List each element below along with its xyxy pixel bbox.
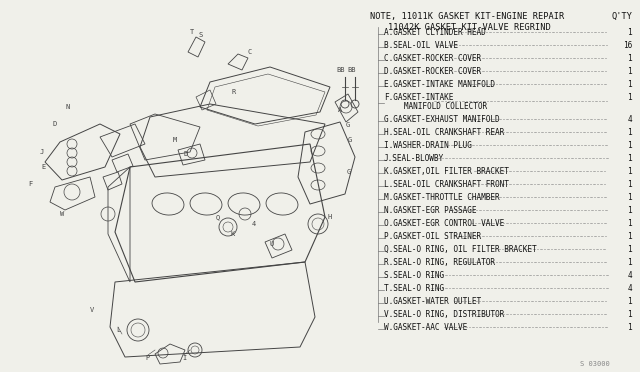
Text: NOTE, 11011K GASKET KIT-ENGINE REPAIR: NOTE, 11011K GASKET KIT-ENGINE REPAIR xyxy=(370,12,564,21)
Text: W: W xyxy=(60,211,64,217)
Text: G.GASKET-EXHAUST MANIFOLD: G.GASKET-EXHAUST MANIFOLD xyxy=(384,115,500,124)
Text: A: A xyxy=(338,107,342,113)
Text: 16: 16 xyxy=(623,41,632,50)
Text: 1: 1 xyxy=(627,141,632,150)
Text: P: P xyxy=(146,355,150,361)
Text: P.GASKET-OIL STRAINER: P.GASKET-OIL STRAINER xyxy=(384,232,481,241)
Text: I: I xyxy=(182,355,186,361)
Text: W.GASKET-AAC VALVE: W.GASKET-AAC VALVE xyxy=(384,323,467,332)
Text: M.GASKET-THROTTLE CHAMBER: M.GASKET-THROTTLE CHAMBER xyxy=(384,193,500,202)
Text: 1: 1 xyxy=(627,93,632,102)
Text: 1: 1 xyxy=(627,219,632,228)
Text: BB: BB xyxy=(337,67,345,73)
Text: M: M xyxy=(173,137,177,143)
Text: C.GASKET-ROCKER COVER: C.GASKET-ROCKER COVER xyxy=(384,54,481,63)
Text: E: E xyxy=(42,164,46,170)
Text: 1: 1 xyxy=(627,167,632,176)
Text: L: L xyxy=(116,327,120,333)
Text: V: V xyxy=(90,307,94,313)
Text: G: G xyxy=(347,169,351,175)
Text: R: R xyxy=(232,89,236,95)
Text: 4: 4 xyxy=(627,271,632,280)
Text: 1: 1 xyxy=(627,193,632,202)
Text: 4: 4 xyxy=(627,115,632,124)
Text: 1: 1 xyxy=(627,67,632,76)
Text: T: T xyxy=(190,29,194,35)
Text: K.GASKET,OIL FILTER BRACKET: K.GASKET,OIL FILTER BRACKET xyxy=(384,167,509,176)
Text: 1: 1 xyxy=(627,323,632,332)
Text: O.GASKET-EGR CONTROL VALVE: O.GASKET-EGR CONTROL VALVE xyxy=(384,219,504,228)
Text: A.GASKET CLYINDER HEAD: A.GASKET CLYINDER HEAD xyxy=(384,28,486,37)
Text: U.GASKET-WATER OUTLET: U.GASKET-WATER OUTLET xyxy=(384,297,481,306)
Text: 4: 4 xyxy=(627,284,632,293)
Text: B.SEAL-OIL VALVE: B.SEAL-OIL VALVE xyxy=(384,41,458,50)
Text: 4: 4 xyxy=(252,221,256,227)
Text: S 03000: S 03000 xyxy=(580,361,610,367)
Text: 11042K GASKET KIT-VALVE REGRIND: 11042K GASKET KIT-VALVE REGRIND xyxy=(388,23,551,32)
Text: Q.SEAL-O RING, OIL FILTER BRACKET: Q.SEAL-O RING, OIL FILTER BRACKET xyxy=(384,245,536,254)
Text: G: G xyxy=(348,137,352,143)
Text: N: N xyxy=(66,104,70,110)
Text: D: D xyxy=(184,151,188,157)
Text: R.SEAL-O RING, REGULATOR: R.SEAL-O RING, REGULATOR xyxy=(384,258,495,267)
Text: I.WASHER-DRAIN PLUG: I.WASHER-DRAIN PLUG xyxy=(384,141,472,150)
Text: H.SEAL-OIL CRANKSHAFT REAR: H.SEAL-OIL CRANKSHAFT REAR xyxy=(384,128,504,137)
Text: 1: 1 xyxy=(627,28,632,37)
Text: 1: 1 xyxy=(627,54,632,63)
Text: 1: 1 xyxy=(627,206,632,215)
Text: N.GASKET-EGR PASSAGE: N.GASKET-EGR PASSAGE xyxy=(384,206,477,215)
Text: H: H xyxy=(328,214,332,220)
Text: 1: 1 xyxy=(627,245,632,254)
Text: F: F xyxy=(28,181,32,187)
Text: 1: 1 xyxy=(627,154,632,163)
Text: S.SEAL-O RING: S.SEAL-O RING xyxy=(384,271,444,280)
Text: K: K xyxy=(231,231,235,237)
Text: C: C xyxy=(248,49,252,55)
Text: F.GASKET-INTAKE: F.GASKET-INTAKE xyxy=(384,93,453,102)
Text: MANIFOLD COLLECTOR: MANIFOLD COLLECTOR xyxy=(390,102,487,111)
Text: D: D xyxy=(53,121,57,127)
Text: L.SEAL-OIL CRANKSHAFT FRONT: L.SEAL-OIL CRANKSHAFT FRONT xyxy=(384,180,509,189)
Text: 1: 1 xyxy=(627,297,632,306)
Text: S: S xyxy=(199,32,203,38)
Text: T.SEAL-O RING: T.SEAL-O RING xyxy=(384,284,444,293)
Text: 1: 1 xyxy=(627,310,632,319)
Text: J: J xyxy=(40,149,44,155)
Text: 1: 1 xyxy=(627,180,632,189)
Text: D.GASKET-ROCKER COVER: D.GASKET-ROCKER COVER xyxy=(384,67,481,76)
Text: BB: BB xyxy=(348,67,356,73)
Text: V.SEAL-O RING, DISTRIBUTOR: V.SEAL-O RING, DISTRIBUTOR xyxy=(384,310,504,319)
Text: Q: Q xyxy=(216,214,220,220)
Text: Q'TY: Q'TY xyxy=(611,12,632,21)
Text: U: U xyxy=(270,241,274,247)
Text: J.SEAL-BLOWBY: J.SEAL-BLOWBY xyxy=(384,154,444,163)
Text: 1: 1 xyxy=(627,258,632,267)
Text: 1: 1 xyxy=(627,128,632,137)
Text: 1: 1 xyxy=(627,232,632,241)
Text: G: G xyxy=(346,122,350,128)
Text: 1: 1 xyxy=(627,80,632,89)
Text: E.GASKET-INTAKE MANIFOLD: E.GASKET-INTAKE MANIFOLD xyxy=(384,80,495,89)
